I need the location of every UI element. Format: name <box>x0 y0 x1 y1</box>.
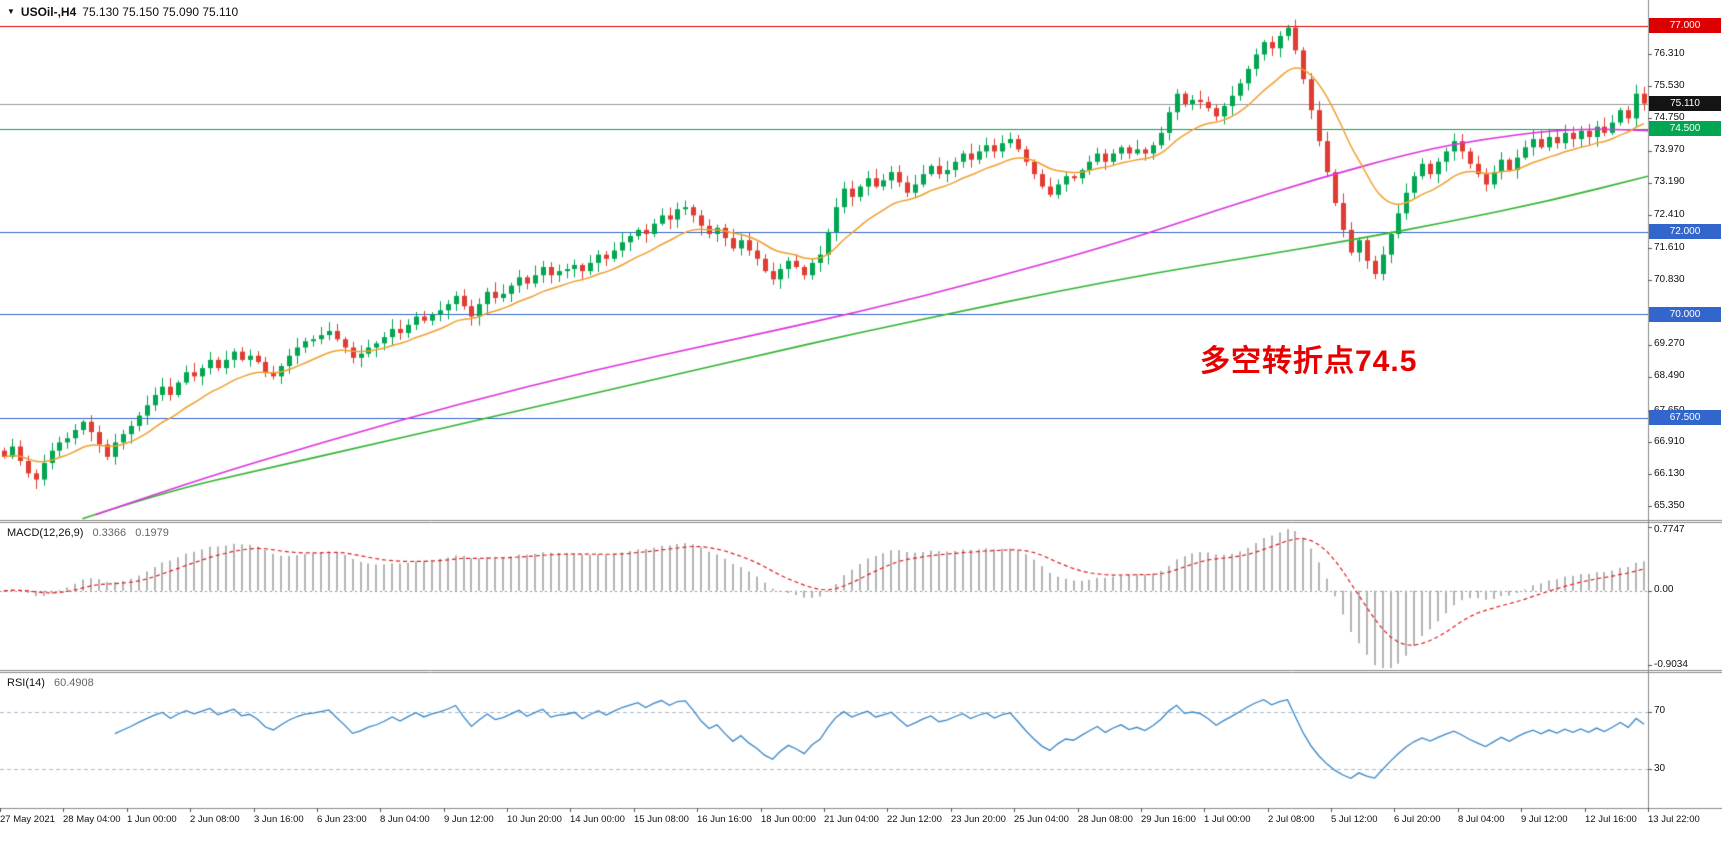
time-axis-label: 13 Jul 22:00 <box>1648 814 1700 825</box>
time-axis-label: 1 Jul 00:00 <box>1204 814 1251 825</box>
price-axis-tick: 75.530 <box>1654 80 1685 91</box>
time-axis-label: 14 Jun 00:00 <box>570 814 625 825</box>
rsi-axis-tick: 30 <box>1654 763 1666 774</box>
price-axis-tick: 69.270 <box>1654 338 1685 349</box>
time-axis-label: 6 Jul 20:00 <box>1394 814 1441 825</box>
time-axis-label: 25 Jun 04:00 <box>1014 814 1069 825</box>
price-axis[interactable]: 76.310 75.530 74.750 73.970 73.190 72.410 71.6… <box>1648 0 1722 808</box>
price-line-badge: 75.110 <box>1649 96 1721 111</box>
time-axis-label: 12 Jul 16:00 <box>1585 814 1637 825</box>
price-line-badge: 72.000 <box>1649 224 1721 239</box>
rsi-axis-tick: 70 <box>1654 705 1666 716</box>
price-line-badge: 74.500 <box>1649 121 1721 136</box>
time-axis-label: 1 Jun 00:00 <box>127 814 177 825</box>
time-axis-label: 28 May 04:00 <box>63 814 121 825</box>
time-axis-label: 28 Jun 08:00 <box>1078 814 1133 825</box>
price-axis-tick: 72.410 <box>1654 209 1685 220</box>
macd-axis-tick: 0.00 <box>1654 584 1674 595</box>
time-axis-label: 3 Jun 16:00 <box>254 814 304 825</box>
price-axis-tick: 71.610 <box>1654 242 1685 253</box>
price-axis-tick: 66.910 <box>1654 436 1685 447</box>
time-axis-label: 18 Jun 00:00 <box>761 814 816 825</box>
price-axis-tick: 70.830 <box>1654 274 1685 285</box>
time-axis-label: 27 May 2021 <box>0 814 55 825</box>
time-axis-label: 29 Jun 16:00 <box>1141 814 1196 825</box>
time-axis-label: 2 Jun 08:00 <box>190 814 240 825</box>
price-axis-tick: 68.490 <box>1654 370 1685 381</box>
time-axis-label: 9 Jun 12:00 <box>444 814 494 825</box>
time-axis[interactable]: 27 May 2021 28 May 04:00 1 Jun 00:00 2 Jun … <box>0 808 1722 841</box>
price-axis-tick: 76.310 <box>1654 48 1685 59</box>
price-line-badge: 70.000 <box>1649 307 1721 322</box>
price-line-badge: 67.500 <box>1649 410 1721 425</box>
price-axis-tick: 66.130 <box>1654 468 1685 479</box>
time-axis-label: 15 Jun 08:00 <box>634 814 689 825</box>
time-axis-label: 2 Jul 08:00 <box>1268 814 1315 825</box>
time-axis-label: 6 Jun 23:00 <box>317 814 367 825</box>
time-axis-label: 9 Jul 12:00 <box>1521 814 1568 825</box>
time-axis-label: 16 Jun 16:00 <box>697 814 752 825</box>
time-axis-label: 21 Jun 04:00 <box>824 814 879 825</box>
time-axis-label: 5 Jul 12:00 <box>1331 814 1378 825</box>
price-axis-tick: 73.190 <box>1654 176 1685 187</box>
time-axis-label: 23 Jun 20:00 <box>951 814 1006 825</box>
macd-axis-tick: 0.7747 <box>1654 524 1685 535</box>
price-axis-tick: 65.350 <box>1654 500 1685 511</box>
time-axis-label: 8 Jun 04:00 <box>380 814 430 825</box>
price-line-badge: 77.000 <box>1649 18 1721 33</box>
price-axis-tick: 74.750 <box>1654 112 1685 123</box>
time-axis-label: 8 Jul 04:00 <box>1458 814 1505 825</box>
price-axis-tick: 73.970 <box>1654 144 1685 155</box>
time-axis-label: 22 Jun 12:00 <box>887 814 942 825</box>
macd-axis-tick: -0.9034 <box>1654 659 1688 670</box>
time-axis-label: 10 Jun 20:00 <box>507 814 562 825</box>
